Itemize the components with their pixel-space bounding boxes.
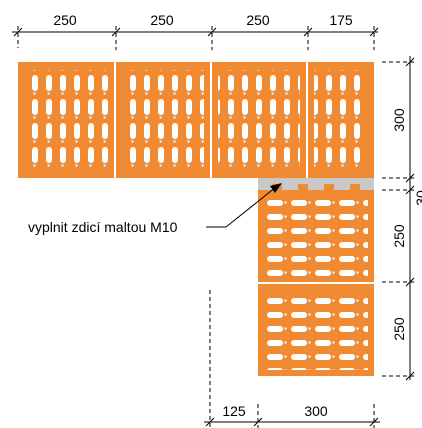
mortar-joint [258, 178, 374, 190]
right-dim-4: 250 [391, 317, 407, 341]
top-dim-2: 250 [150, 12, 174, 28]
top-dim-1: 250 [53, 12, 77, 28]
top-wall [18, 62, 374, 178]
right-dim-2: 30 [413, 190, 422, 206]
top-dimension-chain [12, 26, 379, 50]
bottom-dimension-chain [204, 290, 380, 428]
top-dim-3: 250 [246, 12, 270, 28]
mortar-leader [206, 183, 282, 228]
right-dimension-chain [382, 56, 416, 381]
top-dim-4: 175 [329, 12, 353, 28]
mortar-note: vyplnit zdicí maltou M10 [28, 219, 178, 235]
right-dim-1: 300 [391, 108, 407, 132]
side-wall [258, 190, 374, 376]
bottom-dim-1: 125 [222, 403, 246, 419]
bottom-dim-2: 300 [304, 403, 328, 419]
right-dim-3: 250 [391, 224, 407, 248]
